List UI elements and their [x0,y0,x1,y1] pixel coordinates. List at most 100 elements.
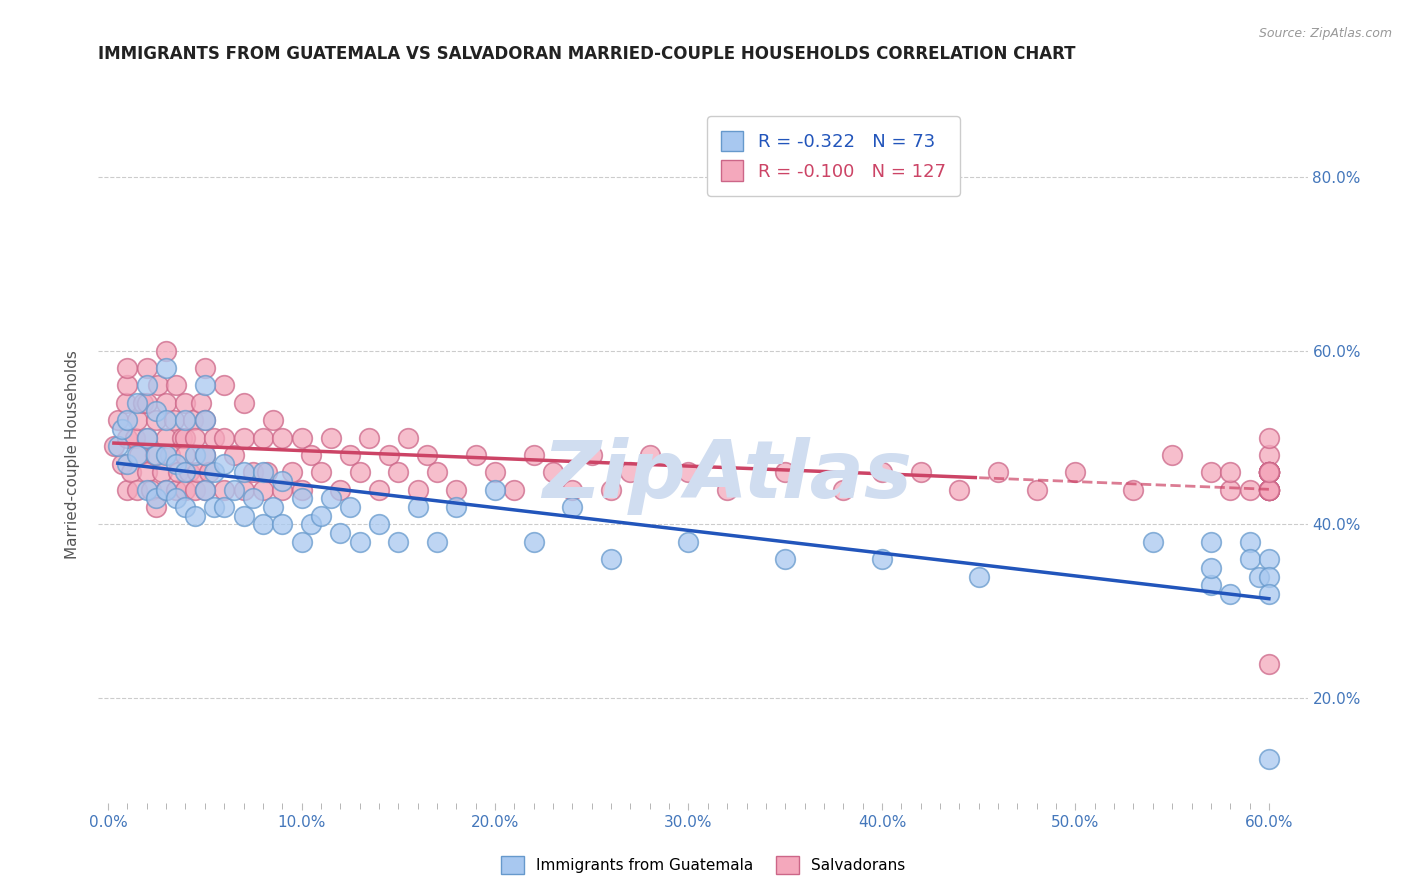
Point [638,448,661,462]
Point [290,491,312,506]
Point [581,448,603,462]
Point [290,430,312,444]
Point [1257,483,1279,497]
Point [135,483,157,497]
Point [1257,483,1279,497]
Point [1122,483,1144,497]
Point [1025,483,1047,497]
Point [290,483,312,497]
Point [1219,483,1241,497]
Point [194,483,217,497]
Point [222,448,245,462]
Point [870,466,893,480]
Point [832,483,855,497]
Point [339,500,361,514]
Point [174,448,197,462]
Point [1257,466,1279,480]
Point [716,483,738,497]
Point [194,483,217,497]
Point [1257,483,1279,497]
Point [204,466,226,480]
Point [1257,466,1279,480]
Point [464,448,486,462]
Point [232,395,254,409]
Point [135,395,157,409]
Point [184,508,207,523]
Point [174,500,197,514]
Point [184,483,207,497]
Point [1239,483,1261,497]
Legend: Immigrants from Guatemala, Salvadorans: Immigrants from Guatemala, Salvadorans [495,850,911,880]
Point [166,466,188,480]
Y-axis label: Married-couple Households: Married-couple Households [65,351,80,559]
Point [1199,534,1222,549]
Point [1249,569,1271,583]
Point [523,534,546,549]
Point [174,466,197,480]
Point [1257,552,1279,566]
Point [329,483,352,497]
Point [503,483,526,497]
Point [1257,466,1279,480]
Point [484,466,506,480]
Point [446,483,468,497]
Point [184,448,207,462]
Point [145,448,167,462]
Point [329,526,352,541]
Point [309,508,332,523]
Point [135,430,157,444]
Point [541,466,564,480]
Point [281,466,304,480]
Point [155,343,177,358]
Point [309,466,332,480]
Point [619,466,641,480]
Point [1239,552,1261,566]
Point [242,491,264,506]
Point [600,483,623,497]
Point [256,466,278,480]
Point [212,500,235,514]
Point [145,404,167,418]
Point [232,508,254,523]
Point [561,483,583,497]
Point [117,483,139,497]
Point [484,483,506,497]
Point [165,491,187,506]
Point [1257,569,1279,583]
Text: IMMIGRANTS FROM GUATEMALA VS SALVADORAN MARRIED-COUPLE HOUSEHOLDS CORRELATION CH: IMMIGRANTS FROM GUATEMALA VS SALVADORAN … [98,45,1076,62]
Point [165,378,187,392]
Point [252,483,274,497]
Point [232,430,254,444]
Point [194,413,217,427]
Legend: R = -0.322   N = 73, R = -0.100   N = 127: R = -0.322 N = 73, R = -0.100 N = 127 [707,116,960,195]
Point [127,413,149,427]
Point [111,457,134,471]
Point [271,474,294,488]
Point [1257,430,1279,444]
Point [155,448,177,462]
Point [155,430,177,444]
Point [1239,534,1261,549]
Point [446,500,468,514]
Point [387,534,409,549]
Point [1257,466,1279,480]
Point [145,500,167,514]
Point [387,466,409,480]
Point [678,534,700,549]
Point [1257,483,1279,497]
Point [145,413,167,427]
Point [174,413,197,427]
Point [242,466,264,480]
Point [117,361,139,376]
Point [155,483,177,497]
Point [252,430,274,444]
Point [184,430,207,444]
Point [368,483,391,497]
Point [232,466,254,480]
Point [1161,448,1184,462]
Text: Source: ZipAtlas.com: Source: ZipAtlas.com [1258,27,1392,40]
Point [1257,466,1279,480]
Point [194,448,217,462]
Point [165,483,187,497]
Point [773,552,796,566]
